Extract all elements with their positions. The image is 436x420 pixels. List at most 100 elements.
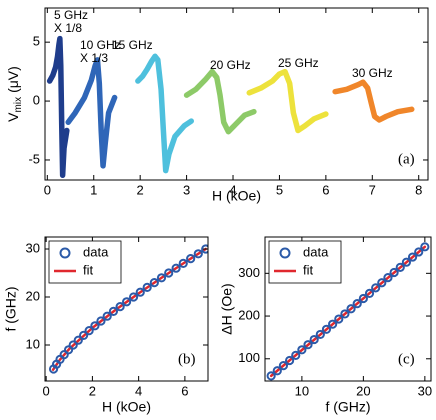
data-point <box>266 371 276 381</box>
annotation: X 1/3 <box>80 51 108 65</box>
panel-label: (b) <box>178 351 196 367</box>
annotation: 15 GHz <box>112 38 153 52</box>
x-tick-label: 6 <box>322 182 329 197</box>
y-axis-label: ΔH (Oe) <box>219 283 235 334</box>
y-tick-label: 200 <box>238 307 260 322</box>
data-curve <box>246 68 329 134</box>
data-point <box>128 292 139 302</box>
x-tick-label: 3 <box>183 182 190 197</box>
data-point <box>407 252 418 262</box>
data-point <box>278 361 289 371</box>
data-point <box>389 267 399 278</box>
data-point <box>149 278 159 288</box>
legend-label: data <box>303 244 329 259</box>
data-point <box>303 340 313 350</box>
y-tick-label: 10 <box>26 336 40 351</box>
data-curve <box>46 35 70 179</box>
data-point <box>383 272 393 283</box>
data-point <box>272 366 282 376</box>
legend-box <box>268 240 342 284</box>
axes-frame <box>264 236 432 382</box>
plot-area <box>48 244 208 374</box>
x-tick-label: 5 <box>276 182 283 197</box>
x-tick-label: 2 <box>89 383 96 398</box>
x-tick-label: 2 <box>137 182 144 197</box>
y-tick-label: -5 <box>28 151 40 166</box>
x-tick-label: 1 <box>90 182 97 197</box>
data-point <box>328 319 338 329</box>
x-tick-label: 8 <box>415 182 422 197</box>
y-tick-label: 30 <box>26 240 40 255</box>
y-tick-label: 100 <box>238 350 260 365</box>
data-point <box>171 263 181 273</box>
data-point <box>395 262 405 272</box>
data-point <box>135 287 145 297</box>
data-point <box>401 257 412 267</box>
x-axis-label: f (GHz) <box>325 399 370 415</box>
data-curve <box>183 68 257 135</box>
x-tick-label: 7 <box>369 182 376 197</box>
data-point <box>108 306 119 316</box>
axes-frame <box>44 236 209 382</box>
y-label-sub: mix <box>13 97 24 113</box>
data-point <box>178 258 188 268</box>
data-point <box>377 278 387 288</box>
panel-label: (a) <box>398 151 415 167</box>
y-axis-label: f (GHz) <box>3 286 19 331</box>
annotation: 25 GHz <box>278 56 319 70</box>
data-point <box>297 345 307 355</box>
data-point <box>142 282 152 292</box>
data-point <box>73 335 83 345</box>
data-point <box>63 345 74 355</box>
panel-label: (c) <box>398 351 415 367</box>
data-point <box>201 244 208 254</box>
data-point <box>364 288 375 299</box>
data-point <box>340 309 350 319</box>
data-point <box>164 268 174 278</box>
legend-label: fit <box>303 262 314 277</box>
x-tick-label: 4 <box>229 182 236 197</box>
data-point <box>84 326 94 336</box>
data-point <box>352 299 362 309</box>
data-point <box>122 297 132 307</box>
x-axis-label: H (kOe) <box>212 188 261 204</box>
data-point <box>358 293 368 304</box>
data-point <box>315 329 325 340</box>
legend-label: fit <box>83 262 94 277</box>
plot-area <box>46 35 415 179</box>
y-label-main: V <box>5 112 21 122</box>
annotation: 10 GHz <box>80 38 121 52</box>
y-axis-label: Vmix (μV) <box>5 66 24 122</box>
data-point <box>309 334 319 345</box>
x-tick-label: 6 <box>181 383 188 398</box>
x-axis-label: H (kOe) <box>102 399 151 415</box>
plot-area <box>266 242 430 381</box>
x-tick-label: 10 <box>295 383 309 398</box>
data-point <box>420 242 430 252</box>
data-point <box>102 311 112 321</box>
y-label-unit: (μV) <box>5 66 21 93</box>
y-tick-label: 0 <box>33 93 40 108</box>
y-tick-label: 20 <box>26 288 40 303</box>
data-point <box>156 273 167 283</box>
x-tick-label: 0 <box>43 383 50 398</box>
annotation: 5 GHz <box>54 8 88 22</box>
data-point <box>414 247 424 257</box>
data-point <box>346 304 356 314</box>
data-point <box>68 340 78 350</box>
x-tick-label: 0 <box>44 182 51 197</box>
data-point <box>334 314 344 324</box>
data-point <box>115 302 125 312</box>
legend-marker <box>279 247 291 259</box>
legend-marker <box>59 247 71 259</box>
data-point <box>284 355 295 366</box>
data-curve <box>332 79 415 123</box>
data-point <box>193 249 203 259</box>
y-tick-label: 5 <box>33 34 40 49</box>
x-tick-label: 30 <box>418 383 432 398</box>
data-point <box>371 283 381 293</box>
y-tick-label: 300 <box>238 265 260 280</box>
data-point <box>90 321 100 331</box>
axes-frame <box>44 7 429 181</box>
legend-label: data <box>83 244 109 259</box>
